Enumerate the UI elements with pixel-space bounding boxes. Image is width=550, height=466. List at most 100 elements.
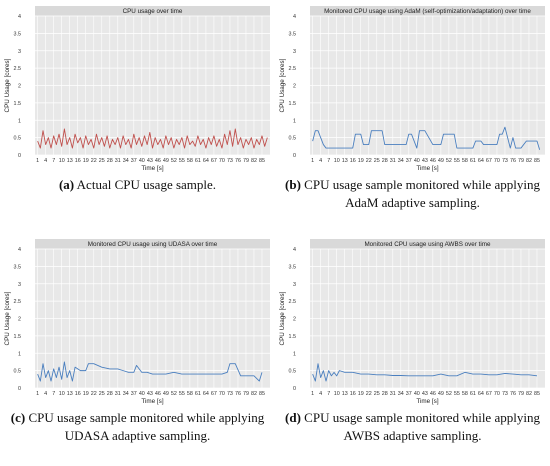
chart-a-title: CPU usage over time [123, 8, 183, 15]
chart-b-x-tick-label: 55 [454, 158, 460, 164]
chart-c-x-tick-label: 16 [75, 391, 81, 397]
chart-b-x-tick-label: 64 [478, 158, 484, 164]
chart-b-y-tick-label: 0 [293, 153, 296, 159]
chart-c-x-tick-label: 67 [211, 391, 217, 397]
chart-c-x-tick-label: 22 [91, 391, 97, 397]
chart-d-x-tick-label: 4 [319, 391, 322, 397]
chart-c-x-tick-label: 31 [115, 391, 121, 397]
chart-a-x-tick-label: 4 [44, 158, 47, 164]
chart-c-x-tick-label: 4 [44, 391, 47, 397]
chart-b-y-tick-label: 1.5 [289, 101, 297, 107]
caption-a: (a) Actual CPU usage sample. [0, 176, 275, 194]
chart-b-x-tick-label: 13 [342, 158, 348, 164]
caption-d: (d) CPU usage sample monitored while app… [275, 409, 550, 445]
chart-a-y-tick-label: 3 [18, 49, 21, 55]
chart-a-y-tick-label: 0.5 [14, 136, 22, 142]
chart-a-x-tick-label: 55 [179, 158, 185, 164]
chart-d-y-tick-label: 0 [293, 386, 296, 392]
chart-d-svg: Monitored CPU usage using AWBS over time… [279, 239, 545, 405]
chart-d-y-tick-label: 4 [293, 247, 296, 253]
chart-b-y-tick-label: 3.5 [289, 31, 297, 37]
chart-b-title-strip [310, 6, 545, 16]
chart-a-x-tick-label: 28 [107, 158, 113, 164]
chart-d-x-tick-label: 79 [518, 391, 524, 397]
chart-a-x-tick-label: 67 [211, 158, 217, 164]
chart-d-x-tick-label: 22 [366, 391, 372, 397]
chart-a-y-tick-label: 4 [18, 14, 21, 20]
chart-d-x-tick-label: 49 [438, 391, 444, 397]
chart-c-x-tick-label: 13 [67, 391, 73, 397]
chart-c-x-tick-label: 1 [36, 391, 39, 397]
chart-d-x-tick-label: 85 [534, 391, 540, 397]
chart-d-x-tick-label: 46 [430, 391, 436, 397]
chart-a-x-tick-label: 79 [243, 158, 249, 164]
chart-d-x-tick-label: 67 [486, 391, 492, 397]
chart-c-x-tick-label: 85 [259, 391, 265, 397]
chart-b-x-tick-label: 16 [350, 158, 356, 164]
chart-c-x-tick-label: 82 [251, 391, 257, 397]
chart-d-x-tick-label: 40 [414, 391, 420, 397]
chart-a-x-tick-label: 10 [59, 158, 65, 164]
chart-c-y-tick-label: 4 [18, 247, 21, 253]
chart-a-x-tick-label: 31 [115, 158, 121, 164]
chart-b-x-tick-label: 7 [327, 158, 330, 164]
chart-a-x-tick-label: 1 [36, 158, 39, 164]
chart-c-x-tick-label: 19 [83, 391, 89, 397]
chart-d-y-tick-label: 2 [293, 317, 296, 323]
chart-a-x-tick-label: 64 [203, 158, 209, 164]
chart-d-x-tick-label: 10 [334, 391, 340, 397]
chart-c-y-tick-label: 3.5 [14, 264, 22, 270]
chart-a-x-tick-label: 43 [147, 158, 153, 164]
chart-b-x-tick-label: 67 [486, 158, 492, 164]
chart-d-x-tick-label: 1 [311, 391, 314, 397]
chart-c-y-tick-label: 2 [18, 317, 21, 323]
caption-a-text: Actual CPU usage sample. [76, 177, 217, 192]
chart-a-x-tick-label: 37 [131, 158, 137, 164]
chart-d-y-tick-label: 1 [293, 351, 296, 357]
chart-c-y-tick-label: 3 [18, 282, 21, 288]
chart-b-x-tick-label: 82 [526, 158, 532, 164]
chart-c-y-axis-label: CPU Usage [cores] [4, 291, 11, 345]
chart-panel-d: Monitored CPU usage using AWBS over time… [275, 233, 550, 466]
chart-b-x-tick-label: 22 [366, 158, 372, 164]
chart-b-title: Monitored CPU usage using AdaM (self-opt… [324, 8, 531, 15]
chart-b-y-tick-label: 4 [293, 14, 296, 20]
chart-c-x-tick-label: 37 [131, 391, 137, 397]
chart-a-y-axis-label: CPU Usage [cores] [4, 58, 11, 112]
chart-b-x-tick-label: 58 [462, 158, 468, 164]
chart-a-x-tick-label: 25 [99, 158, 105, 164]
chart-b-y-axis-label: CPU Usage [cores] [279, 58, 286, 112]
chart-d-x-tick-label: 70 [494, 391, 500, 397]
chart-a-x-tick-label: 61 [195, 158, 201, 164]
chart-b-x-tick-label: 61 [470, 158, 476, 164]
chart-a-x-tick-label: 16 [75, 158, 81, 164]
chart-b-svg: Monitored CPU usage using AdaM (self-opt… [279, 6, 545, 172]
chart-d-x-tick-label: 52 [446, 391, 452, 397]
chart-d-title-strip [310, 239, 545, 249]
chart-c-x-tick-label: 58 [187, 391, 193, 397]
chart-a-y-tick-label: 2.5 [14, 66, 22, 72]
chart-a-x-axis-label: Time [s] [141, 165, 163, 172]
chart-d-x-axis-label: Time [s] [416, 398, 438, 405]
chart-b-x-tick-label: 4 [319, 158, 322, 164]
chart-b-x-tick-label: 10 [334, 158, 340, 164]
chart-c-x-tick-label: 25 [99, 391, 105, 397]
chart-d-y-tick-label: 2.5 [289, 299, 297, 305]
caption-b: (b) CPU usage sample monitored while app… [275, 176, 550, 212]
chart-c-x-tick-label: 10 [59, 391, 65, 397]
chart-c-x-tick-label: 43 [147, 391, 153, 397]
chart-b-y-tick-label: 2.5 [289, 66, 297, 72]
chart-a-x-tick-label: 34 [123, 158, 129, 164]
chart-a-x-tick-label: 52 [171, 158, 177, 164]
chart-d-y-tick-label: 0.5 [289, 369, 297, 375]
chart-a-x-tick-label: 85 [259, 158, 265, 164]
chart-b-x-tick-label: 73 [502, 158, 508, 164]
chart-a-y-tick-label: 2 [18, 84, 21, 90]
chart-b-x-tick-label: 40 [414, 158, 420, 164]
chart-a-y-tick-label: 1.5 [14, 101, 22, 107]
chart-d-x-tick-label: 43 [422, 391, 428, 397]
chart-b-x-tick-label: 25 [374, 158, 380, 164]
chart-a-x-tick-label: 40 [139, 158, 145, 164]
chart-b-x-tick-label: 34 [398, 158, 404, 164]
caption-a-label: (a) [58, 177, 75, 192]
